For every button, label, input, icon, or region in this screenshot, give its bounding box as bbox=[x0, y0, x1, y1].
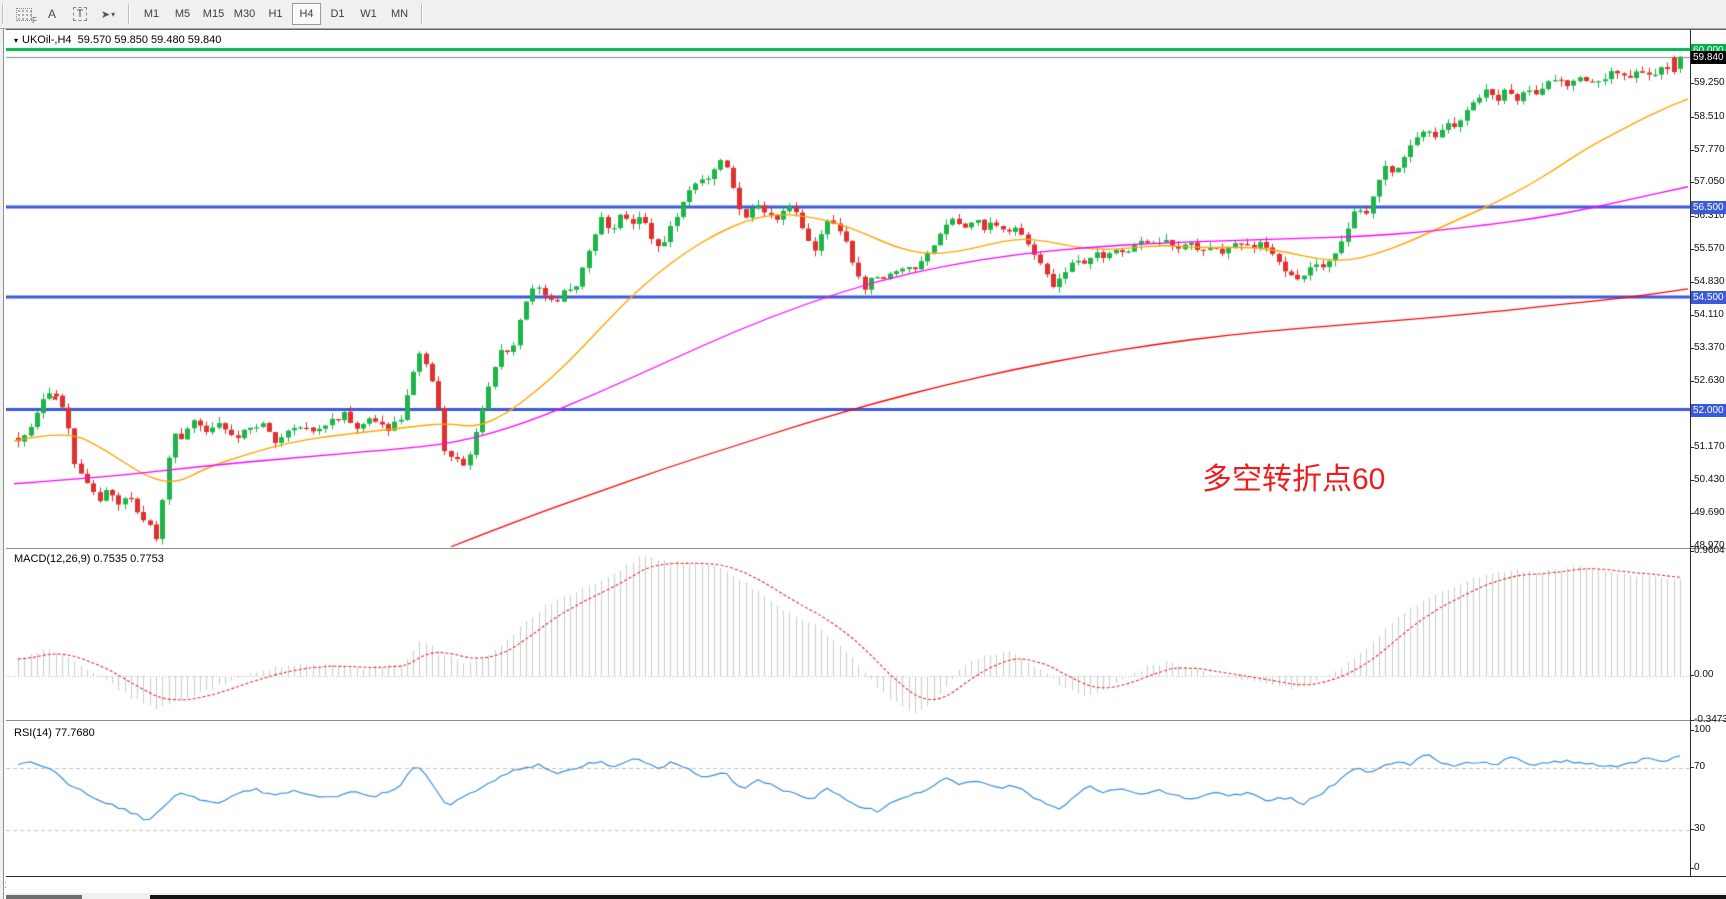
price-tick-dash bbox=[1690, 381, 1694, 382]
macd-indicator-label: MACD(12,26,9) 0.7535 0.7753 bbox=[14, 553, 164, 565]
rsi-panel-canvas[interactable] bbox=[6, 723, 1690, 875]
text-box-icon: T bbox=[72, 7, 88, 21]
price-badge: 52.000 bbox=[1691, 404, 1726, 417]
rsi-tick-dash bbox=[1690, 767, 1694, 768]
price-tick-label: 53.370 bbox=[1694, 341, 1725, 353]
text-box-tool-button[interactable]: T bbox=[67, 2, 93, 26]
marker-asterisk: * bbox=[52, 392, 58, 409]
price-badge: 56.500 bbox=[1691, 201, 1726, 214]
macd-scale-label: -0.3473 bbox=[1694, 713, 1726, 725]
price-tick-dash bbox=[1690, 282, 1694, 283]
dotted-grid-icon: F bbox=[16, 7, 37, 25]
price-tick-label: 58.510 bbox=[1694, 110, 1725, 122]
price-tick-label: 57.770 bbox=[1694, 143, 1725, 155]
price-tick-label: 50.430 bbox=[1694, 474, 1725, 486]
text-label-icon: A bbox=[47, 7, 56, 21]
price-tick-label: 49.690 bbox=[1694, 507, 1725, 519]
price-tick-label: 57.050 bbox=[1694, 176, 1725, 188]
horizontal-scrollbar[interactable] bbox=[6, 893, 1726, 899]
price-tick-dash bbox=[1690, 513, 1694, 514]
macd-tick-dash bbox=[1690, 675, 1694, 676]
price-tick-label: 59.250 bbox=[1694, 77, 1725, 89]
scrollbar-left-segment[interactable] bbox=[6, 895, 82, 899]
toolbar-grip bbox=[2, 4, 4, 24]
rsi-scale-label: 0 bbox=[1694, 862, 1700, 873]
rsi-tick-dash bbox=[1690, 730, 1694, 731]
arrows-icon: ➤ bbox=[100, 8, 110, 21]
timeframe-button-h4[interactable]: H4 bbox=[292, 3, 321, 25]
price-tick-dash bbox=[1690, 83, 1694, 84]
timeframe-button-m1[interactable]: M1 bbox=[143, 8, 160, 20]
grid-f-tool-button[interactable]: F bbox=[11, 2, 37, 26]
price-tick-dash bbox=[1690, 480, 1694, 481]
price-tick-dash bbox=[1690, 249, 1694, 250]
toolbar-separator bbox=[128, 4, 130, 24]
timeframe-button-d1[interactable]: D1 bbox=[330, 8, 345, 20]
rsi-scale-label: 30 bbox=[1694, 823, 1706, 834]
timeframe-button-m30[interactable]: M30 bbox=[233, 8, 256, 20]
rsi-scale-label: 100 bbox=[1694, 724, 1711, 735]
toolbar: F A T ➤ ▾ M1 M5 M15 M30 H1 H4 D1 W1 MN bbox=[0, 0, 1726, 29]
timeframe-button-m15[interactable]: M15 bbox=[202, 8, 225, 20]
price-tick-label: 54.110 bbox=[1694, 308, 1724, 320]
price-chart-canvas[interactable] bbox=[6, 31, 1690, 548]
price-tick-dash bbox=[1690, 182, 1694, 183]
panel-splitter[interactable] bbox=[6, 548, 1726, 551]
rsi-indicator-label: RSI(14) 77.7680 bbox=[14, 727, 95, 739]
price-tick-dash bbox=[1690, 315, 1694, 316]
price-tick-dash bbox=[1690, 546, 1694, 547]
timeframe-button-w1[interactable]: W1 bbox=[360, 8, 377, 20]
arrows-tool-button[interactable]: ➤ ▾ bbox=[95, 2, 121, 26]
rsi-tick-dash bbox=[1690, 868, 1694, 869]
price-tick-label: 52.630 bbox=[1694, 375, 1725, 387]
price-tick-label: 48.970 bbox=[1694, 539, 1725, 551]
price-badge: 59.840 bbox=[1691, 51, 1726, 64]
rsi-scale-label: 70 bbox=[1694, 761, 1706, 772]
timeframe-button-h1[interactable]: H1 bbox=[268, 8, 283, 20]
macd-scale-label: 0.00 bbox=[1694, 669, 1714, 680]
price-tick-label: 51.170 bbox=[1694, 440, 1725, 452]
macd-panel-canvas[interactable] bbox=[6, 549, 1690, 720]
macd-tick-dash bbox=[1690, 720, 1694, 721]
chart-area: ▾UKOil-,H4 59.570 59.850 59.480 59.840 5… bbox=[5, 29, 1726, 899]
price-tick-dash bbox=[1690, 348, 1694, 349]
scrollbar-thumb[interactable] bbox=[150, 895, 1726, 899]
chart-text-annotation: 多空转折点60 bbox=[1202, 463, 1386, 496]
chevron-down-icon: ▾ bbox=[111, 9, 116, 19]
toolbar-separator bbox=[421, 4, 423, 24]
rsi-tick-dash bbox=[1690, 829, 1694, 830]
price-tick-dash bbox=[1690, 447, 1694, 448]
macd-scale-label: 0.9604 bbox=[1694, 545, 1725, 557]
price-tick-label: 55.570 bbox=[1694, 242, 1725, 254]
text-label-tool-button[interactable]: A bbox=[39, 2, 65, 26]
price-tick-dash bbox=[1690, 150, 1694, 151]
time-axis[interactable] bbox=[6, 876, 1726, 894]
price-badge: 54.500 bbox=[1691, 291, 1726, 304]
price-tick-dash bbox=[1690, 117, 1694, 118]
timeframe-button-mn[interactable]: MN bbox=[390, 8, 409, 20]
price-tick-label: 56.310 bbox=[1694, 209, 1725, 221]
panel-splitter[interactable] bbox=[6, 720, 1726, 723]
price-tick-label: 54.830 bbox=[1694, 276, 1725, 288]
timeframe-button-m5[interactable]: M5 bbox=[174, 8, 191, 20]
macd-tick-dash bbox=[1690, 551, 1694, 552]
price-axis-line bbox=[1690, 30, 1691, 876]
price-tick-dash bbox=[1690, 216, 1694, 217]
